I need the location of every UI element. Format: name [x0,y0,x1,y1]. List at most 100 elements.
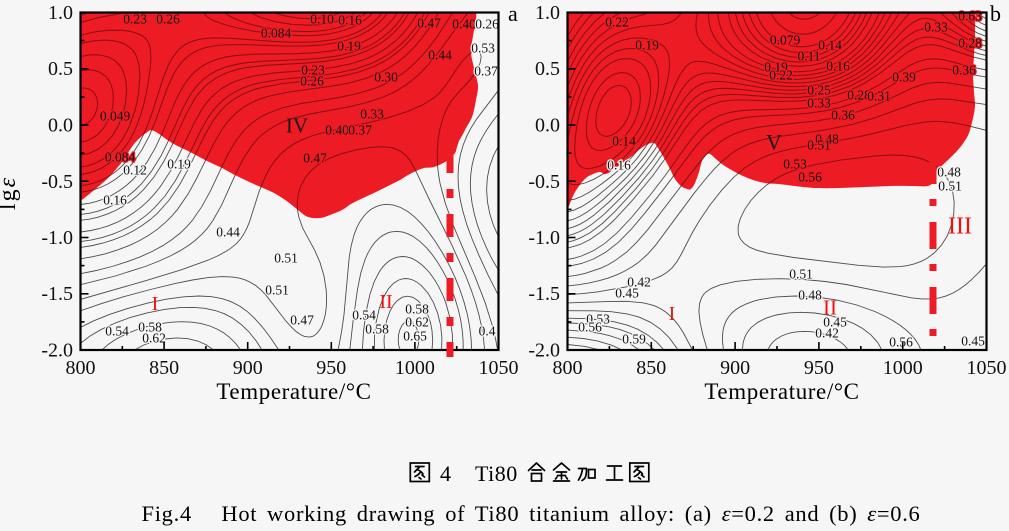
svg-text:0.51: 0.51 [938,179,962,194]
svg-text:-1.5: -1.5 [528,283,560,305]
svg-text:0.51: 0.51 [807,138,831,153]
svg-text:0.4: 0.4 [479,324,496,339]
svg-text:0.14: 0.14 [612,134,636,149]
svg-text:0.19: 0.19 [337,39,361,54]
svg-text:0.44: 0.44 [428,48,452,63]
svg-text:0.12: 0.12 [123,163,147,178]
svg-text:0.37: 0.37 [348,123,372,138]
svg-text:0.5: 0.5 [48,58,73,80]
svg-text:0.58: 0.58 [405,302,429,317]
svg-text:-2.0: -2.0 [528,340,560,362]
svg-text:0.62: 0.62 [142,331,166,346]
svg-text:0.36: 0.36 [952,63,976,78]
svg-text:b: b [990,1,1001,26]
svg-text:0.22: 0.22 [769,68,793,83]
svg-text:I: I [669,303,676,325]
svg-text:0.42: 0.42 [815,326,839,341]
svg-text:0.16: 0.16 [607,158,631,173]
svg-text:0.65: 0.65 [403,329,427,344]
svg-text:0.11: 0.11 [797,49,820,64]
svg-text:0.48: 0.48 [815,132,839,147]
svg-text:1.0: 1.0 [48,2,73,24]
svg-text:0.48: 0.48 [937,165,961,180]
svg-text:800: 800 [553,357,583,379]
svg-text:0.47: 0.47 [290,313,314,328]
svg-text:III: III [948,213,972,239]
svg-text:0.31: 0.31 [867,89,891,104]
svg-text:Temperature/°C: Temperature/°C [704,379,859,404]
svg-text:-1.0: -1.0 [41,227,73,249]
svg-text:900: 900 [720,357,750,379]
svg-text:0.45: 0.45 [615,286,639,301]
svg-text:V: V [766,130,782,155]
svg-text:0.39: 0.39 [892,70,916,85]
svg-text:0.58: 0.58 [138,320,162,335]
svg-text:0.0: 0.0 [535,115,560,137]
svg-text:0.53: 0.53 [783,157,807,172]
svg-text:0.44: 0.44 [216,225,240,240]
svg-text:0.59: 0.59 [622,332,646,347]
svg-text:0.56: 0.56 [889,335,913,350]
svg-text:4: 4 [440,461,451,486]
svg-text:0.26: 0.26 [300,74,324,89]
svg-text:Fig.4 Hot working drawing of: Fig.4 Hot working drawing of Ti80 titani… [142,501,921,526]
svg-text:0.16: 0.16 [103,193,127,208]
svg-text:0.19: 0.19 [764,60,788,75]
svg-text:0.37: 0.37 [474,64,498,79]
svg-text:800: 800 [66,357,96,379]
svg-text:-0.5: -0.5 [528,171,560,193]
svg-text:IV: IV [286,113,308,137]
svg-text:-0.5: -0.5 [41,171,73,193]
svg-text:0.53: 0.53 [471,41,495,56]
svg-text:0.10: 0.10 [310,12,334,27]
svg-text:a: a [508,1,518,26]
svg-text:1050: 1050 [967,357,1007,379]
svg-text:0.33: 0.33 [360,107,384,122]
svg-text:0.084: 0.084 [105,150,136,165]
svg-text:0.53: 0.53 [586,312,610,327]
svg-text:0.14: 0.14 [818,38,842,53]
svg-text:850: 850 [149,357,179,379]
svg-text:0.33: 0.33 [924,20,948,35]
svg-text:II: II [823,295,837,319]
svg-text:0.47: 0.47 [417,16,441,31]
svg-text:0.42: 0.42 [627,275,651,290]
svg-text:Temperature/°C: Temperature/°C [216,379,371,404]
svg-text:850: 850 [636,357,666,379]
svg-text:lgε: lgε [0,176,21,210]
svg-text:0.084: 0.084 [261,26,292,41]
svg-text:-2.0: -2.0 [41,340,73,362]
svg-text:0.19: 0.19 [635,38,659,53]
svg-text:1000: 1000 [883,357,923,379]
svg-text:0.56: 0.56 [578,320,602,335]
svg-text:0.40: 0.40 [325,123,349,138]
svg-text:0.47: 0.47 [303,151,327,166]
svg-text:0.63: 0.63 [958,9,982,24]
svg-text:0.16: 0.16 [338,13,362,28]
svg-text:0.54: 0.54 [352,308,376,323]
svg-text:0.25: 0.25 [807,83,831,98]
svg-text:0.22: 0.22 [605,15,629,30]
svg-text:0.28: 0.28 [847,88,871,103]
svg-text:0.26: 0.26 [156,12,180,27]
svg-text:0.28: 0.28 [958,36,982,51]
svg-text:-1.5: -1.5 [41,283,73,305]
svg-text:0.62: 0.62 [405,315,429,330]
svg-text:0.079: 0.079 [770,33,801,48]
svg-text:0.23: 0.23 [301,63,325,78]
svg-text:II: II [379,291,392,313]
svg-text:0.48: 0.48 [798,288,822,303]
svg-text:0.58: 0.58 [365,322,389,337]
svg-text:0.0: 0.0 [48,115,73,137]
svg-text:0.51: 0.51 [789,267,813,282]
svg-text:I: I [152,293,159,315]
svg-text:0.40: 0.40 [452,17,476,32]
svg-text:0.45: 0.45 [823,315,847,330]
svg-text:0.54: 0.54 [105,324,129,339]
svg-text:1000: 1000 [395,357,435,379]
svg-text:1.0: 1.0 [535,2,560,24]
svg-text:0.33: 0.33 [807,96,831,111]
svg-text:0.19: 0.19 [167,157,191,172]
svg-text:0.26: 0.26 [475,17,499,32]
svg-text:950: 950 [316,357,346,379]
